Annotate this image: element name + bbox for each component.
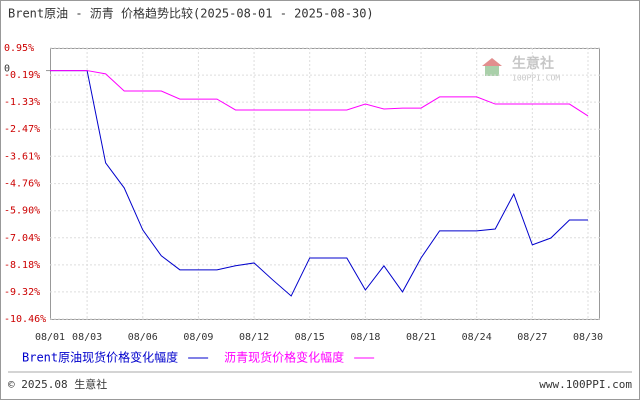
legend-label: Brent原油现货价格变化幅度	[22, 350, 178, 365]
x-tick-label: 08/06	[128, 332, 158, 343]
y-tick-label: -1.33%	[4, 97, 40, 108]
y-tick-label: -0.19%	[4, 70, 40, 81]
series-line	[50, 70, 588, 297]
chart-title: Brent原油 - 沥青 价格趋势比较(2025-08-01 - 2025-08…	[8, 6, 374, 21]
watermark-site: 100PPI.COM	[512, 74, 560, 83]
x-tick-label: 08/09	[183, 332, 213, 343]
y-tick-label: -8.18%	[4, 260, 40, 271]
x-tick-label: 08/12	[239, 332, 269, 343]
footer-left: © 2025.08 生意社	[8, 377, 107, 391]
footer-right: www.100PPI.com	[539, 378, 632, 391]
series-line	[50, 70, 589, 117]
x-tick-label: 08/21	[406, 332, 436, 343]
y-tick-label: -4.76%	[4, 179, 40, 190]
watermark: 生意社 100PPI.COM	[482, 55, 560, 83]
watermark-icon	[485, 66, 499, 76]
y-tick-label: -7.04%	[4, 233, 40, 244]
x-tick-label: 08/27	[517, 332, 547, 343]
y-tick-label: -10.46%	[4, 314, 46, 325]
x-tick-label: 08/01	[35, 332, 65, 343]
x-tick-label: 08/15	[295, 332, 325, 343]
y-tick-label: 0.95%	[4, 43, 34, 54]
legend-label: 沥青现货价格变化幅度	[224, 350, 344, 365]
watermark-icon	[482, 58, 502, 66]
x-tick-label: 08/18	[350, 332, 380, 343]
x-tick-label: 08/03	[72, 332, 102, 343]
y-tick-label: -5.90%	[4, 206, 40, 217]
x-tick-label: 08/24	[462, 332, 492, 343]
y-tick-label: -3.61%	[4, 151, 40, 162]
y-tick-label: 0	[4, 64, 10, 75]
watermark-name: 生意社	[512, 55, 554, 72]
x-tick-label: 08/30	[573, 332, 603, 343]
y-tick-label: -9.32%	[4, 287, 40, 298]
y-tick-label: -2.47%	[4, 124, 40, 135]
